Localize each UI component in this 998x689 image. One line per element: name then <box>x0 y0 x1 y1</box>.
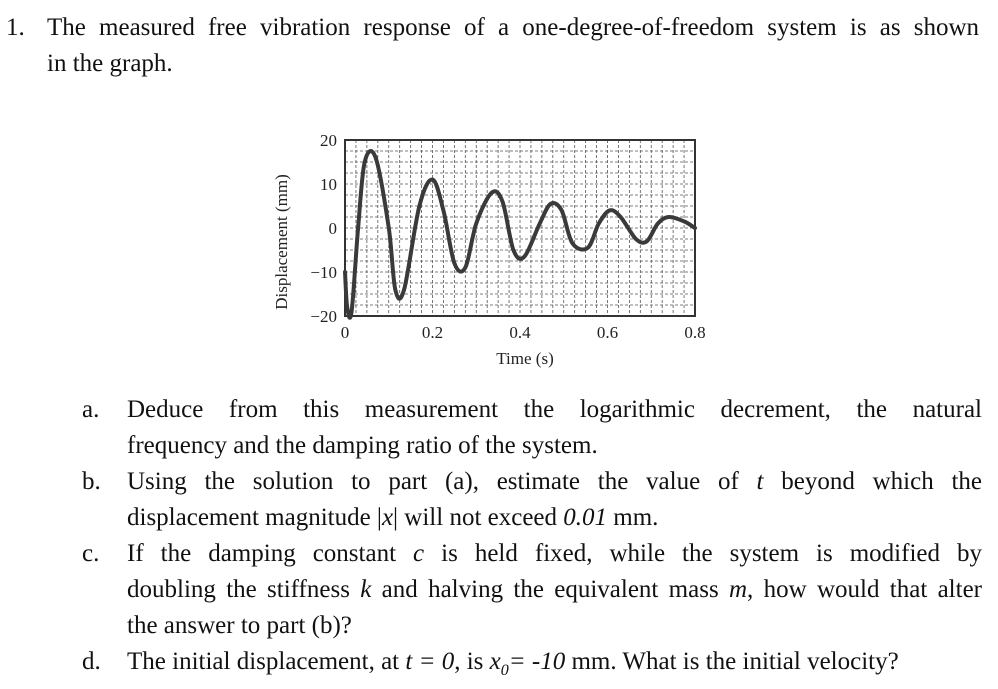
series-line-displacement <box>343 149 697 320</box>
y-tick-labels: 20 10 0 −10 −20 <box>310 131 337 326</box>
y-tick-label: −20 <box>310 307 337 326</box>
part-c-line-3: the answer to part (b)? <box>127 612 352 639</box>
part-b-line-2: displacement magnitude |x| will not exce… <box>127 500 982 536</box>
part-c-text: doubling the stiffness <box>127 576 361 603</box>
part-d-line-1: The initial displacement, at t = 0, is x… <box>127 644 982 689</box>
part-b-line-1: Using the solution to part (a), estimate… <box>127 464 982 500</box>
question-number: 1. <box>6 14 25 41</box>
question-line-1: The measured free vibration response of … <box>47 14 979 41</box>
chart-grid <box>345 140 695 316</box>
part-d-text: The initial displacement, at <box>127 648 406 675</box>
x-axis-title: Time (s) <box>496 349 553 368</box>
part-b-text: | will not exceed <box>393 504 564 531</box>
y-tick-label: 0 <box>329 219 338 238</box>
x-tick-label: 0.8 <box>684 323 705 342</box>
x0-subscript: 0 <box>500 662 509 679</box>
part-b-label: b. <box>82 468 101 495</box>
part-c-line-1: If the damping constant c is held fixed,… <box>127 536 982 572</box>
x0-expression: x0= -10 <box>489 648 566 679</box>
var-c: c <box>413 540 425 567</box>
part-c-text: is held fixed, while the system is modif… <box>424 540 982 567</box>
part-d-text: mm. What is the initial velocity? <box>565 648 899 675</box>
part-c-text: If the damping constant <box>127 540 414 567</box>
x0-value: = -10 <box>508 648 566 675</box>
x-tick-label: 0 <box>341 323 350 342</box>
threshold-value: 0.01 <box>563 504 608 531</box>
part-b-text: displacement magnitude | <box>127 504 382 531</box>
y-axis-title: Displacement (mm) <box>272 174 291 310</box>
part-d-text: , is <box>454 648 490 675</box>
var-m: m <box>728 576 748 603</box>
part-c: c. If the damping constant c is held fix… <box>82 536 982 644</box>
part-d: d. The initial displacement, at t = 0, i… <box>82 644 982 689</box>
part-b-text: beyond which the <box>763 468 983 495</box>
part-a: a. Deduce from this measurement the loga… <box>82 392 982 464</box>
var-t: t <box>756 468 764 495</box>
part-b: b. Using the solution to part (a), estim… <box>82 464 982 536</box>
part-a-line-1: Deduce from this measurement the logarit… <box>127 396 982 423</box>
var-x0: x <box>489 648 501 675</box>
part-b-text: mm. <box>607 504 659 531</box>
x-tick-label: 0.6 <box>597 323 618 342</box>
part-a-label: a. <box>82 396 100 423</box>
part-c-label: c. <box>82 540 100 567</box>
vibration-chart: 20 10 0 −10 −20 0 0.2 0.4 0.6 0.8 Time (s) Displ… <box>272 131 706 368</box>
y-tick-label: 10 <box>320 175 337 194</box>
y-tick-label: 20 <box>320 131 337 150</box>
x-tick-label: 0.4 <box>509 323 531 342</box>
part-d-label: d. <box>82 648 101 675</box>
question-line-2: in the graph. <box>47 50 173 77</box>
t-equals-zero: t = 0 <box>405 648 455 675</box>
question-parts: a. Deduce from this measurement the loga… <box>82 392 982 689</box>
part-c-text: , how would that alter <box>747 576 982 603</box>
part-a-line-2: frequency and the damping ratio of the s… <box>127 432 598 459</box>
part-c-line-2: doubling the stiffness k and halving the… <box>127 572 982 608</box>
part-b-text: Using the solution to part (a), estimate… <box>127 468 757 495</box>
question-text: The measured free vibration response of … <box>47 10 979 82</box>
part-c-text: and halving the equivalent mass <box>371 576 729 603</box>
x-tick-labels: 0 0.2 0.4 0.6 0.8 <box>341 323 706 342</box>
var-k: k <box>360 576 372 603</box>
x-tick-label: 0.2 <box>422 323 443 342</box>
y-tick-label: −10 <box>310 263 337 282</box>
var-x: x <box>381 504 394 531</box>
